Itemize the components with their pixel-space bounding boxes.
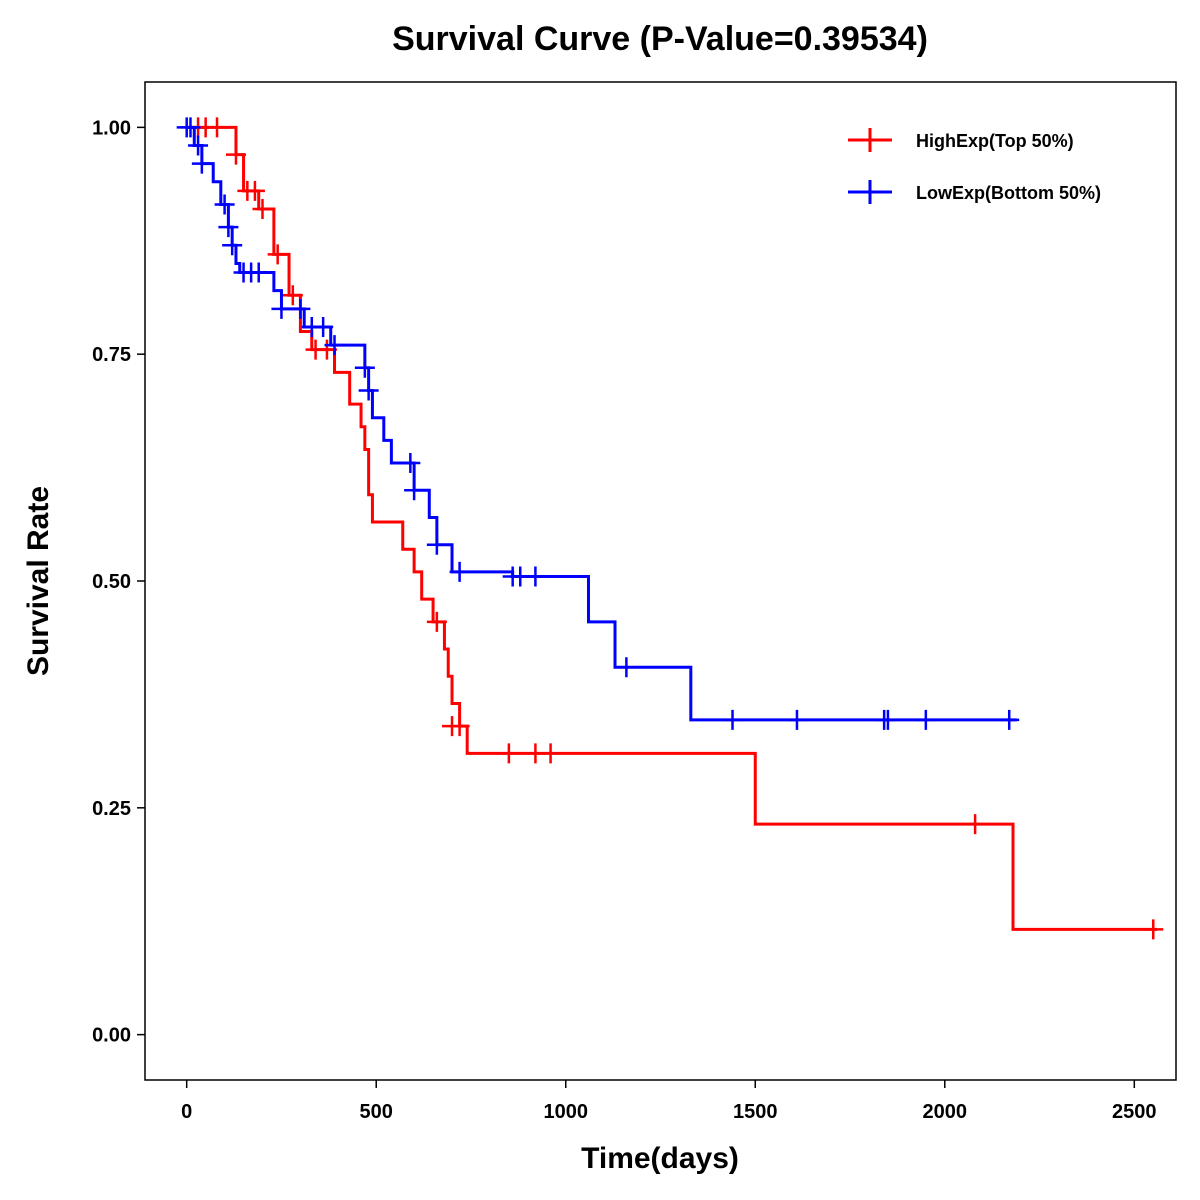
- high-exp-censor-mark: [1143, 919, 1164, 940]
- low-exp-censor-mark: [999, 709, 1020, 730]
- y-tick-label: 0.25: [92, 798, 131, 820]
- low-exp-censor-mark: [313, 316, 334, 337]
- low-exp-censor-mark: [290, 298, 311, 319]
- low-exp-censor-mark: [222, 235, 243, 256]
- high-exp-censor-mark: [225, 144, 246, 165]
- high-exp-censor-mark: [498, 743, 519, 764]
- high-exp-censor-mark: [267, 244, 288, 265]
- low-exp-censor-mark: [188, 135, 209, 156]
- y-tick-label: 1.00: [92, 117, 131, 139]
- low-exp-censor-mark: [358, 380, 379, 401]
- high-exp-censor-mark: [282, 285, 303, 306]
- y-tick-label: 0.75: [92, 344, 131, 366]
- high-exp-censor-mark: [449, 716, 470, 737]
- axis-ticks: 0 500 1000 1500 2000 2500 0.00 0.25 0.50 0.75 1.00: [92, 117, 1156, 1123]
- low-exp-censor-mark: [449, 561, 470, 582]
- low-exp-censor-mark: [400, 453, 421, 474]
- low-exp-censor-mark: [271, 298, 292, 319]
- low-exp-censor-mark: [722, 709, 743, 730]
- high-exp-censor-mark: [244, 180, 265, 201]
- low-exp-censor-mark: [354, 357, 375, 378]
- legend-label-high-exp: HighExp(Top 50%): [916, 131, 1074, 151]
- x-tick-label: 1500: [733, 1101, 778, 1123]
- y-tick-label: 0.50: [92, 571, 131, 593]
- high-exp-censor-mark: [426, 611, 447, 632]
- y-tick-label: 0.00: [92, 1025, 131, 1047]
- chart-title: Survival Curve (P-Value=0.39534): [392, 20, 928, 58]
- legend-marker-low-exp: [858, 180, 882, 204]
- x-tick-label: 2500: [1112, 1101, 1157, 1123]
- low-exp-censor-mark: [525, 566, 546, 587]
- low-exp-censor-mark: [248, 262, 269, 283]
- legend: HighExp(Top 50%) LowExp(Bottom 50%): [848, 128, 1101, 204]
- series-group: [176, 117, 1164, 940]
- x-tick-label: 1000: [543, 1101, 588, 1123]
- high-exp-censor-mark: [252, 199, 273, 220]
- low-exp-censor-mark: [324, 335, 345, 356]
- legend-marker-high-exp: [858, 128, 882, 152]
- x-tick-label: 0: [181, 1101, 192, 1123]
- legend-label-low-exp: LowExp(Bottom 50%): [916, 183, 1101, 203]
- high-exp-censor-mark: [540, 743, 561, 764]
- low-exp-censor-mark: [218, 217, 239, 238]
- high-exp-censor-mark: [965, 814, 986, 835]
- low-exp-censor-mark: [915, 709, 936, 730]
- low-exp-censor-mark: [616, 657, 637, 678]
- high-exp-censor-mark: [207, 117, 228, 138]
- x-axis-label: Time(days): [581, 1142, 739, 1175]
- low-exp-censor-mark: [180, 117, 201, 138]
- low-exp-censor-mark: [426, 534, 447, 555]
- low-exp-censor-mark: [877, 709, 898, 730]
- y-axis-label: Survival Rate: [22, 486, 55, 676]
- low-exp-censor-mark: [214, 194, 235, 215]
- low-exp-censor-mark: [191, 153, 212, 174]
- x-tick-label: 500: [360, 1101, 393, 1123]
- x-tick-label: 2000: [923, 1101, 968, 1123]
- low-exp-censor-mark: [404, 480, 425, 501]
- low-exp-censor-mark: [786, 709, 807, 730]
